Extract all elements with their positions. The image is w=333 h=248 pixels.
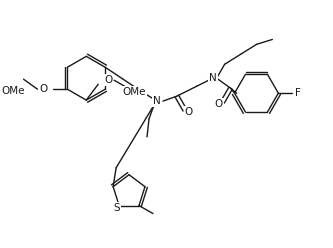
Text: O: O (39, 84, 48, 94)
Text: O: O (185, 107, 193, 117)
Text: N: N (209, 73, 216, 83)
Text: OMe: OMe (122, 87, 146, 97)
Text: N: N (153, 96, 161, 106)
Text: S: S (114, 203, 121, 213)
Text: OMe: OMe (2, 86, 25, 96)
Text: F: F (295, 88, 301, 98)
Text: O: O (214, 99, 223, 109)
Text: O: O (104, 75, 112, 85)
